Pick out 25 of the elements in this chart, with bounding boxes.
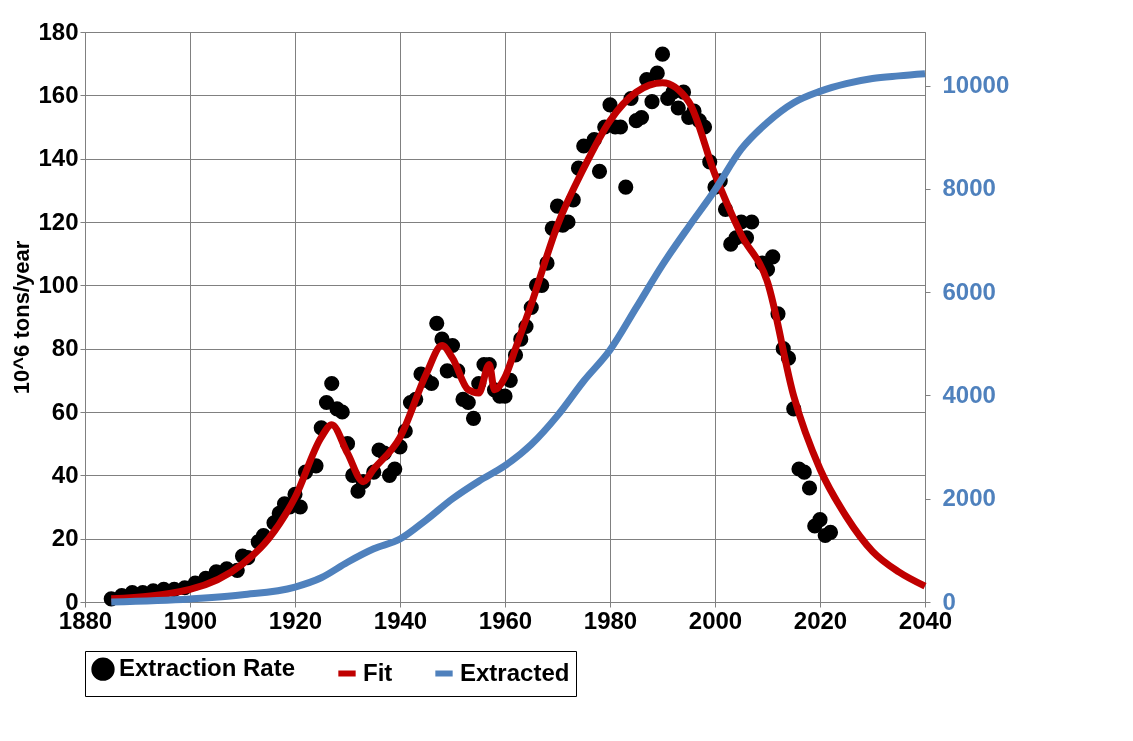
y-tick-label: 100 (38, 270, 79, 298)
x-tick-label: 2020 (793, 606, 848, 634)
legend-label: Extraction Rate (119, 654, 296, 682)
y2-tick-label: 8000 (942, 174, 996, 202)
x-tick-label: 2000 (688, 606, 743, 634)
y-axis-title: 10^6 tons/year (9, 240, 35, 395)
y2-tick-label: 6000 (942, 277, 996, 305)
y-tick-label: 160 (38, 80, 79, 108)
x-tick-label: 1920 (268, 606, 323, 634)
y-tick-label: 180 (38, 17, 79, 45)
y2-tick-label: 4000 (942, 380, 996, 408)
y-tick-label: 60 (51, 397, 79, 425)
legend-label: Extracted (460, 658, 570, 686)
y-tick-label: 120 (38, 207, 79, 235)
y2-tick-label: 10000 (942, 71, 1010, 99)
x-tick-label: 1940 (373, 606, 428, 634)
y-tick-label: 20 (51, 524, 79, 552)
legend-label: Fit (363, 658, 393, 686)
x-tick-label: 1960 (478, 606, 533, 634)
x-tick-label: 1900 (163, 606, 218, 634)
y-tick-label: 40 (51, 460, 79, 488)
y-tick-label: 140 (38, 144, 79, 172)
x-tick-label: 1980 (583, 606, 638, 634)
y2-tick-label: 2000 (942, 484, 996, 512)
y-tick-label: 80 (51, 334, 79, 362)
